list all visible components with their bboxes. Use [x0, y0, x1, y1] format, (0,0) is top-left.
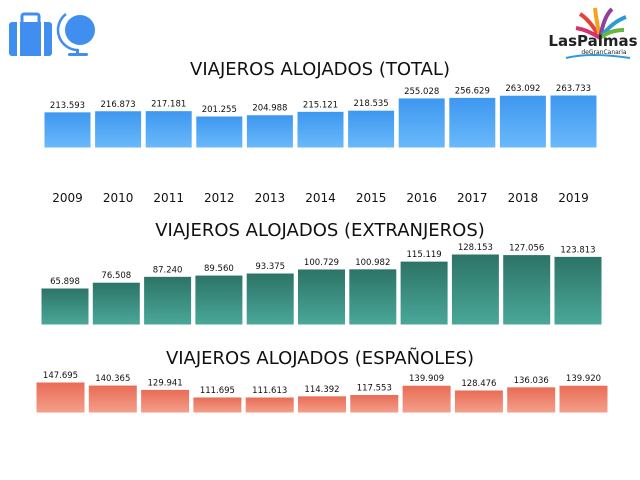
- data-label: 140.365: [95, 374, 130, 384]
- data-label: 255.028: [404, 87, 439, 97]
- x-tick-label: 2013: [255, 191, 286, 205]
- x-tick-label: 2019: [558, 191, 589, 205]
- bar: [245, 272, 295, 326]
- data-label: 263.733: [556, 84, 591, 94]
- data-label: 256.629: [455, 86, 490, 96]
- bar: [498, 94, 547, 149]
- svg-text:LasPalmas: LasPalmas: [548, 32, 637, 50]
- data-label: 114.392: [304, 385, 339, 395]
- x-tick-label: 2018: [508, 191, 539, 205]
- bar: [397, 97, 446, 149]
- las-palmas-logo: LasPalmas deGranCanaria: [548, 7, 638, 59]
- bar: [347, 109, 396, 149]
- data-label: 129.941: [148, 378, 183, 388]
- data-label: 204.988: [252, 104, 287, 114]
- data-label: 139.909: [409, 374, 444, 384]
- bar: [399, 260, 449, 326]
- bar: [401, 384, 452, 414]
- bar: [450, 253, 500, 326]
- data-label: 128.153: [458, 243, 493, 253]
- svg-text:deGranCanaria: deGranCanaria: [581, 49, 627, 56]
- bar: [192, 396, 243, 414]
- bar: [43, 111, 92, 149]
- data-label: 217.181: [151, 100, 186, 110]
- data-label: 263.092: [505, 84, 540, 94]
- bar: [348, 268, 398, 326]
- x-tick-label: 2012: [204, 191, 235, 205]
- data-label: 117.553: [357, 384, 392, 394]
- bar: [144, 110, 193, 149]
- x-tick-label: 2009: [52, 191, 83, 205]
- bar: [244, 396, 295, 414]
- x-tick-label: 2017: [457, 191, 488, 205]
- data-label: 123.813: [560, 245, 595, 255]
- bar: [349, 394, 400, 414]
- data-label: 100.729: [304, 258, 339, 268]
- data-label: 89.560: [204, 264, 234, 274]
- bar-chart-3: VIAJEROS ALOJADOS (ESPAÑOLES) 147.695 140.…: [35, 347, 609, 414]
- chart-title: VIAJEROS ALOJADOS (ESPAÑOLES): [166, 347, 474, 369]
- data-label: 111.613: [252, 386, 287, 396]
- bar: [297, 395, 347, 414]
- x-tick-label: 2015: [356, 191, 387, 205]
- bar: [194, 274, 244, 326]
- bar: [195, 115, 244, 149]
- chart-title: VIAJEROS ALOJADOS (EXTRANJEROS): [155, 220, 485, 241]
- bar: [448, 96, 497, 149]
- bar: [35, 381, 86, 414]
- data-label: 100.982: [355, 258, 390, 268]
- bar: [94, 110, 143, 149]
- data-label: 128.476: [461, 379, 496, 389]
- data-label: 216.873: [101, 100, 136, 110]
- data-label: 215.121: [303, 100, 338, 110]
- data-label: 213.593: [50, 101, 85, 111]
- data-label: 76.508: [101, 271, 131, 281]
- data-label: 147.695: [43, 371, 78, 381]
- bar: [502, 254, 552, 326]
- bar: [245, 114, 294, 149]
- data-label: 93.375: [255, 262, 285, 272]
- bar: [40, 287, 90, 326]
- x-tick-label: 2010: [103, 191, 134, 205]
- data-label: 218.535: [354, 99, 389, 109]
- x-tick-label: 2011: [153, 191, 184, 205]
- x-tick-label: 2014: [305, 191, 336, 205]
- bar-chart-1: VIAJEROS ALOJADOS (TOTAL) 213.593 2009 216.…: [43, 59, 598, 205]
- data-label: 65.898: [50, 277, 80, 287]
- data-label: 127.056: [509, 244, 544, 254]
- data-label: 111.695: [200, 386, 235, 396]
- bar: [91, 281, 141, 326]
- bar: [140, 388, 191, 414]
- suitcase-icon: [9, 12, 52, 56]
- bar: [549, 94, 598, 149]
- data-label: 136.036: [514, 376, 549, 386]
- data-label: 139.920: [566, 374, 601, 384]
- bar: [553, 255, 603, 326]
- bar: [143, 275, 193, 326]
- data-label: 201.255: [202, 105, 237, 115]
- bar: [297, 268, 346, 326]
- bar: [506, 386, 557, 414]
- x-tick-label: 2016: [406, 191, 437, 205]
- globe-icon: [56, 13, 95, 56]
- bar: [87, 384, 138, 414]
- bar: [296, 110, 345, 149]
- bar: [558, 384, 609, 414]
- bar: [453, 389, 504, 414]
- chart-title: VIAJEROS ALOJADOS (TOTAL): [190, 59, 450, 80]
- bar-chart-2: VIAJEROS ALOJADOS (EXTRANJEROS) 65.898 76.…: [40, 220, 603, 326]
- data-label: 87.240: [153, 265, 183, 275]
- data-label: 115.119: [407, 250, 442, 260]
